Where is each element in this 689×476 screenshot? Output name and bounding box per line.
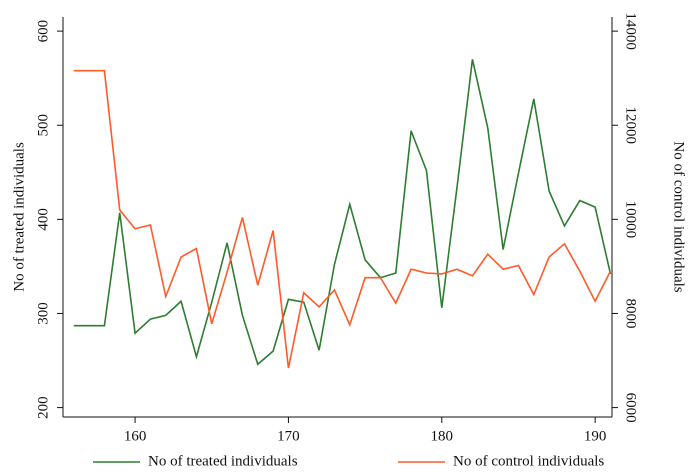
y2-tick-label: 6000 <box>623 393 639 423</box>
y2-axis-title: No of control individuals <box>671 141 687 292</box>
y2-tick-label: 14000 <box>623 12 639 50</box>
x-tick-label: 180 <box>431 428 454 444</box>
data-line <box>73 69 612 369</box>
legend-label: No of treated individuals <box>148 453 298 469</box>
x-tick-label: 160 <box>124 428 147 444</box>
y-tick-label: 600 <box>35 20 51 42</box>
y2-tick-label: 8000 <box>623 298 639 328</box>
x-tick-label: 170 <box>277 428 300 444</box>
y2-tick-label: 10000 <box>623 201 639 239</box>
y-tick-label: 400 <box>35 208 51 231</box>
legend-label: No of control individuals <box>453 453 604 469</box>
y2-tick-label: 12000 <box>623 106 639 144</box>
y-tick-label: 300 <box>35 302 51 325</box>
y-axis-title: No of treated individuals <box>11 142 27 292</box>
x-tick-label: 190 <box>584 428 607 444</box>
y-tick-label: 500 <box>35 114 51 137</box>
y-tick-label: 200 <box>35 396 51 419</box>
data-line <box>73 59 612 366</box>
